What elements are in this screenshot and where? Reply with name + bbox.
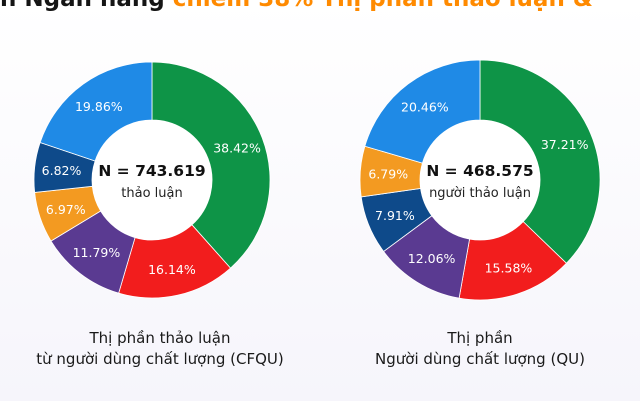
chart-1-center-label: thảo luận	[121, 186, 182, 201]
chart-1-slice-label-3: 11.79%	[73, 245, 121, 260]
chart-2-slice-label-3: 12.06%	[408, 251, 456, 266]
chart-1-caption-line1: Thị phần thảo luận	[89, 329, 231, 347]
chart-2-center-label: người thảo luận	[429, 186, 531, 201]
chart-2-caption-line2: Người dùng chất lượng (QU)	[375, 350, 585, 368]
chart-1-slice-label-5: 6.82%	[42, 163, 82, 178]
chart-1-center-hole	[92, 120, 212, 240]
chart-2-caption-line1: Thị phần	[447, 329, 513, 347]
chart-1-caption-line2: từ người dùng chất lượng (CFQU)	[36, 350, 284, 368]
chart-2-slice-label-6: 20.46%	[401, 99, 449, 114]
chart-2-caption: Thị phần Người dùng chất lượng (QU)	[340, 328, 620, 370]
chart-2-slice-label-4: 7.91%	[375, 208, 415, 223]
chart-1-slice-label-6: 19.86%	[75, 99, 123, 114]
chart-2-slice-label-1: 37.21%	[541, 137, 589, 152]
chart-2-slice-label-2: 15.58%	[485, 260, 533, 275]
chart-1-caption: Thị phần thảo luận từ người dùng chất lư…	[20, 328, 300, 370]
chart-1-center-value: N = 743.619	[98, 162, 205, 180]
chart-2-center-value: N = 468.575	[426, 162, 533, 180]
header-title-dark: n Ngân hàng	[0, 0, 165, 12]
header-title-accent: chiếm 38% Thị phần thảo luận &	[173, 0, 593, 12]
chart-2-center-hole	[420, 120, 540, 240]
chart-1-slice-label-2: 16.14%	[148, 262, 196, 277]
header-title: n Ngân hàng chiếm 38% Thị phần thảo luận…	[0, 0, 640, 16]
chart-2-slice-label-5: 6.79%	[368, 166, 408, 181]
chart-1-slice-label-4: 6.97%	[46, 202, 86, 217]
chart-1-slice-label-1: 38.42%	[213, 141, 261, 156]
